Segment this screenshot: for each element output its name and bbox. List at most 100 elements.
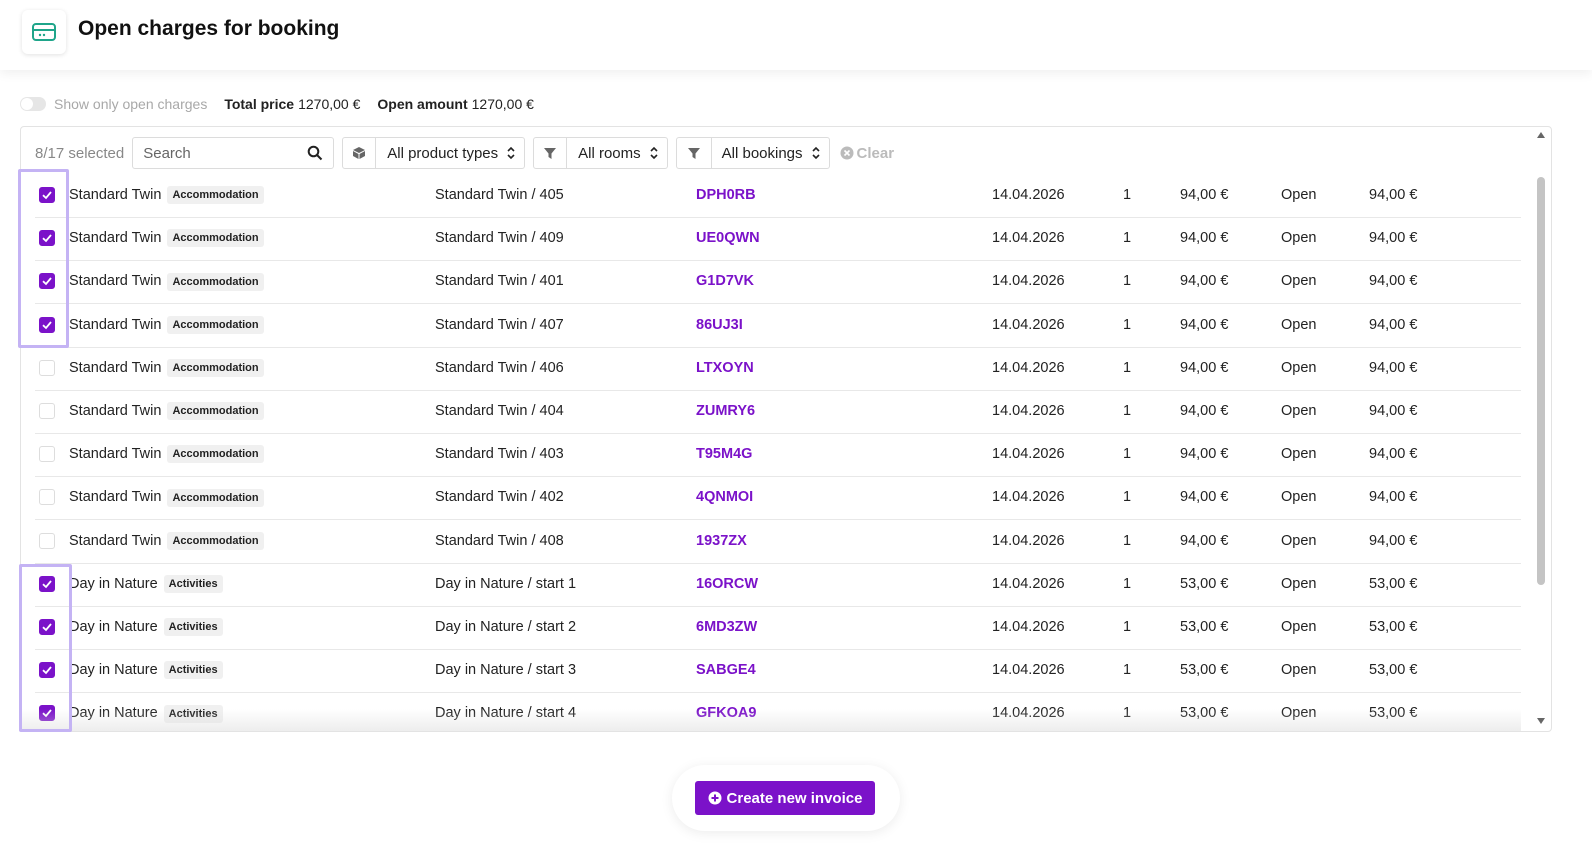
row-checkbox[interactable] bbox=[39, 619, 55, 635]
room-cell-text: Standard Twin / 403 bbox=[435, 446, 564, 463]
toggle-label: Show only open charges bbox=[54, 96, 208, 112]
room-cell-text: Standard Twin / 409 bbox=[435, 230, 564, 247]
table-row: Standard Twin Accommodation Standard Twin … bbox=[35, 304, 1521, 348]
price-cell-text: 94,00 € bbox=[1180, 273, 1229, 290]
header-icon bbox=[22, 10, 66, 54]
row-checkbox[interactable] bbox=[39, 359, 55, 376]
product-name: Day in Nature bbox=[69, 662, 158, 679]
total-price: 1270,00 € bbox=[298, 96, 361, 112]
product-cell: Standard Twin Accommodation bbox=[69, 390, 264, 433]
open-amount-cell-text: 94,00 € bbox=[1369, 532, 1418, 549]
scroll-down[interactable] bbox=[1536, 717, 1546, 725]
product-type-tag: Accommodation bbox=[167, 402, 264, 421]
product-name: Standard Twin bbox=[69, 316, 162, 333]
open-amount: 1270,00 € bbox=[471, 96, 534, 112]
status-cell-text: Open bbox=[1281, 489, 1317, 506]
product-cell: Standard Twin Accommodation bbox=[69, 217, 264, 260]
filter-icon bbox=[534, 138, 568, 168]
product-cell: Standard Twin Accommodation bbox=[69, 304, 264, 347]
page-title: Open charges for booking bbox=[78, 17, 340, 40]
price-cell-text: 53,00 € bbox=[1180, 575, 1229, 592]
create-invoice-button[interactable]: Create new invoice bbox=[695, 781, 875, 815]
booking-code[interactable]: 6MD3ZW bbox=[696, 606, 757, 649]
booking-code[interactable]: LTXOYN bbox=[696, 347, 754, 390]
search-icon bbox=[307, 145, 323, 161]
booking-code[interactable]: SABGE4 bbox=[696, 649, 756, 692]
booking-code[interactable]: ZUMRY6 bbox=[696, 390, 755, 433]
product-type-tag: Accommodation bbox=[167, 272, 264, 291]
row-checkbox[interactable] bbox=[39, 532, 55, 549]
product-cell: Standard Twin Accommodation bbox=[69, 476, 264, 519]
row-checkbox[interactable] bbox=[39, 446, 55, 463]
scroll-up[interactable] bbox=[1536, 131, 1546, 139]
product-cell: Day in Nature Activities bbox=[69, 606, 223, 649]
table-row: Standard Twin Accommodation Standard Twin … bbox=[35, 390, 1521, 434]
scrollbar[interactable] bbox=[1537, 177, 1545, 585]
booking-code[interactable]: 86UJ3I bbox=[696, 304, 743, 347]
booking-code-text: UE0QWN bbox=[696, 230, 760, 247]
row-checkbox[interactable] bbox=[39, 230, 55, 247]
status-cell: Open bbox=[1281, 606, 1316, 649]
booking-code[interactable]: 16ORCW bbox=[696, 563, 758, 606]
date-cell-text: 14.04.2026 bbox=[992, 359, 1065, 376]
booking-code-text: DPH0RB bbox=[696, 187, 756, 203]
toggle[interactable] bbox=[20, 97, 46, 111]
clear-button[interactable]: Clear bbox=[840, 145, 894, 162]
row-checkbox[interactable] bbox=[39, 489, 55, 506]
room-cell-text: Standard Twin / 406 bbox=[435, 359, 564, 376]
status-cell-text: Open bbox=[1281, 316, 1317, 333]
search-box[interactable]: Search bbox=[132, 137, 335, 169]
product-type-tag: Accommodation bbox=[167, 445, 264, 464]
status-cell: Open bbox=[1281, 649, 1316, 692]
quantity-cell: 1 bbox=[1123, 649, 1131, 692]
price-cell: 94,00 € bbox=[1180, 217, 1228, 260]
booking-code[interactable]: T95M4G bbox=[696, 433, 752, 476]
open-amount-cell-text: 94,00 € bbox=[1369, 359, 1418, 376]
product-type-tag: Accommodation bbox=[167, 531, 264, 550]
price-cell-text: 94,00 € bbox=[1180, 403, 1229, 419]
booking-code[interactable]: DPH0RB bbox=[696, 174, 756, 217]
product-name: Standard Twin bbox=[69, 230, 162, 247]
row-checkbox[interactable] bbox=[39, 662, 55, 679]
date-cell-text: 14.04.2026 bbox=[992, 662, 1065, 679]
open-amount-cell-text: 53,00 € bbox=[1369, 619, 1418, 635]
status-cell: Open bbox=[1281, 347, 1316, 390]
row-checkbox[interactable] bbox=[39, 316, 55, 333]
status-cell-text: Open bbox=[1281, 273, 1317, 290]
row-checkbox[interactable] bbox=[39, 403, 55, 419]
open-amount-cell: 94,00 € bbox=[1369, 520, 1417, 563]
card-icon bbox=[32, 23, 56, 41]
date-cell-text: 14.04.2026 bbox=[992, 619, 1065, 635]
booking-filter-label: All bookings bbox=[721, 144, 803, 162]
booking-code[interactable]: UE0QWN bbox=[696, 217, 760, 260]
price-cell: 53,00 € bbox=[1180, 563, 1228, 606]
product-type-tag: Accommodation bbox=[167, 315, 264, 334]
price-cell-text: 53,00 € bbox=[1180, 662, 1229, 679]
total-price-label: Total price bbox=[224, 96, 295, 112]
open-amount-cell-text: 94,00 € bbox=[1369, 316, 1418, 333]
product-cell: Standard Twin Accommodation bbox=[69, 174, 264, 217]
open-amount-cell: 53,00 € bbox=[1369, 563, 1417, 606]
booking-code[interactable]: 4QNMOI bbox=[696, 476, 753, 519]
booking-code[interactable]: 1937ZX bbox=[696, 520, 747, 563]
row-checkbox[interactable] bbox=[39, 273, 55, 290]
quantity-cell: 1 bbox=[1123, 390, 1131, 433]
price-cell: 53,00 € bbox=[1180, 606, 1228, 649]
product-filter[interactable]: All product types bbox=[342, 137, 526, 169]
room-filter[interactable]: All rooms bbox=[533, 137, 668, 169]
open-amount-cell: 94,00 € bbox=[1369, 260, 1417, 303]
booking-code-text: T95M4G bbox=[696, 446, 753, 463]
table-row: Standard Twin Accommodation Standard Twin … bbox=[35, 347, 1521, 391]
row-checkbox[interactable] bbox=[39, 187, 55, 203]
row-checkbox[interactable] bbox=[39, 575, 55, 592]
date-cell-text: 14.04.2026 bbox=[992, 575, 1065, 592]
booking-code[interactable]: G1D7VK bbox=[696, 260, 754, 303]
room-cell: Standard Twin / 402 bbox=[435, 476, 564, 519]
date-cell-text: 14.04.2026 bbox=[992, 532, 1065, 549]
date-cell: 14.04.2026 bbox=[992, 563, 1065, 606]
booking-filter[interactable]: All bookings bbox=[675, 137, 830, 169]
date-cell: 14.04.2026 bbox=[992, 260, 1065, 303]
date-cell-text: 14.04.2026 bbox=[992, 273, 1065, 290]
room-cell-text: Day in Nature / start 1 bbox=[435, 575, 577, 592]
date-cell: 14.04.2026 bbox=[992, 174, 1065, 217]
